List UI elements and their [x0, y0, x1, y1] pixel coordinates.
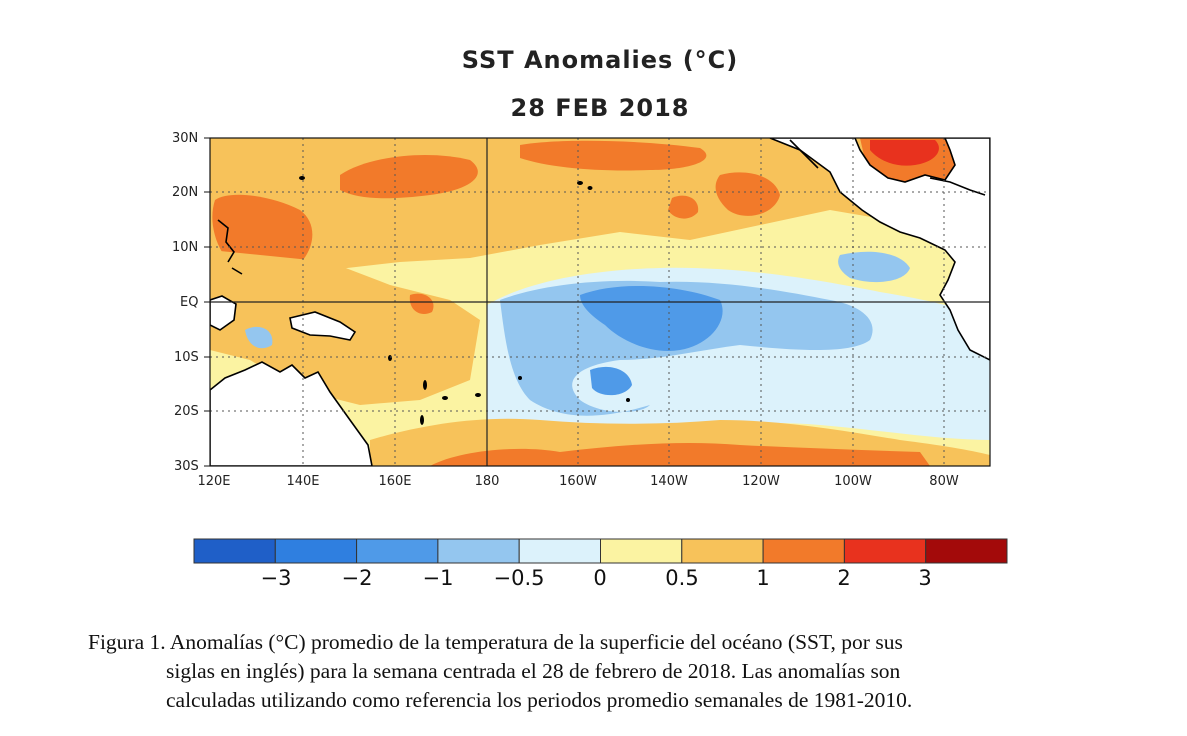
anomaly-south-hot: [430, 442, 930, 466]
lon-label-120e: 120E: [197, 474, 231, 489]
caption-line-3: calculadas utilizando como referencia lo…: [166, 688, 913, 712]
anomaly-patch-n1: [340, 155, 478, 199]
colorbar-label-neg05: −0.5: [493, 566, 545, 590]
lat-label-20s: 20S: [174, 404, 199, 419]
lat-label-30n: 30N: [172, 131, 199, 146]
colorbar-swatch: [843, 538, 927, 564]
lat-label-20n: 20N: [172, 185, 199, 200]
anomaly-patch-n3: [715, 172, 780, 216]
colorbar-swatch: [762, 538, 845, 564]
colorbar-label-neg2: −2: [341, 566, 373, 590]
colorbar-swatch: [925, 538, 1008, 564]
colorbar-label-0: 0: [593, 566, 607, 590]
colorbar-label-neg3: −3: [260, 566, 292, 590]
land-cuba: [929, 177, 986, 196]
caption-line-1: Figura 1. Anomalías (°C) promedio de la …: [88, 630, 903, 654]
colorbar-swatch: [600, 538, 683, 564]
colorbar-swatch: [356, 538, 439, 564]
lat-label-eq: EQ: [180, 295, 199, 310]
anomaly-patch-n4: [668, 195, 699, 219]
lon-label-180: 180: [474, 474, 500, 489]
colorbar-swatch: [437, 538, 520, 564]
colorbar-swatch: [518, 538, 602, 564]
land-americas: [769, 138, 990, 361]
anomaly-patch-west-hot: [409, 293, 434, 315]
lon-label-140w: 140W: [650, 474, 688, 489]
land-baja: [789, 139, 819, 169]
colorbar-label-2: 2: [837, 566, 851, 590]
lon-label-160w: 160W: [559, 474, 597, 489]
lat-label-10n: 10N: [172, 240, 199, 255]
land-philippines: [217, 219, 243, 275]
lat-label-10s: 10S: [174, 350, 199, 365]
lon-label-140e: 140E: [286, 474, 320, 489]
colorbar-swatch: [274, 538, 358, 564]
figure-caption: Figura 1. Anomalías (°C) promedio de la …: [88, 628, 1088, 715]
map-date: 28 FEB 2018: [510, 94, 690, 122]
lon-label-120w: 120W: [742, 474, 780, 489]
colorbar: [193, 538, 1008, 564]
lon-label-100w: 100W: [834, 474, 872, 489]
anomaly-patch-n2: [520, 140, 707, 171]
colorbar-swatch: [193, 538, 276, 564]
land: [210, 138, 990, 466]
colorbar-label-3: 3: [918, 566, 932, 590]
lon-label-80w: 80W: [929, 474, 959, 489]
caption-line-2: siglas en inglés) para la semana centrad…: [166, 659, 901, 683]
colorbar-swatch: [681, 538, 764, 564]
reference-lines: [210, 138, 990, 466]
lon-label-160e: 160E: [378, 474, 412, 489]
lat-label-30s: 30S: [174, 459, 199, 474]
anomaly-cold-east: [838, 251, 910, 283]
anomaly-cold-core-deep-s: [590, 366, 632, 396]
land-borneo: [210, 295, 237, 331]
map-title: SST Anomalies (°C): [461, 46, 739, 74]
colorbar-label-neg1: −1: [422, 566, 454, 590]
land-new-guinea: [289, 311, 357, 341]
land-australia: [210, 361, 373, 466]
ticks: [204, 137, 210, 467]
anomaly-gulf-max: [870, 140, 939, 166]
colorbar-label-05: 0.5: [665, 566, 699, 590]
anomaly-cold-nw-small: [245, 326, 273, 349]
colorbar-label-1: 1: [756, 566, 770, 590]
